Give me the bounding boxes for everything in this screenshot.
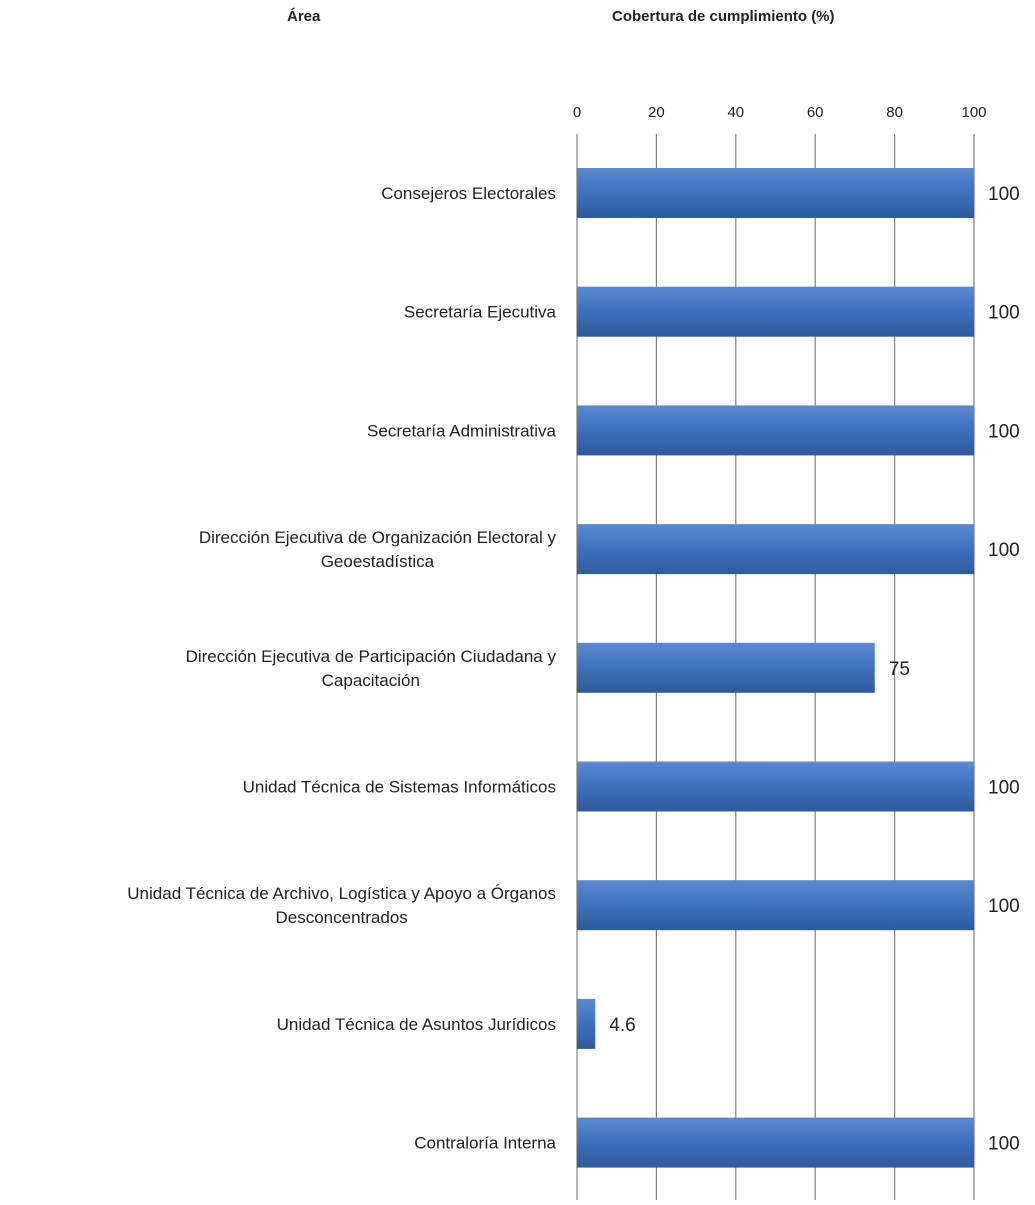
bar (577, 286, 974, 337)
category-label: Secretaría Ejecutiva (404, 303, 557, 322)
x-tick-label: 80 (886, 104, 903, 121)
category-label: Contraloría Interna (414, 1134, 556, 1153)
category-label: Unidad Técnica de Archivo, Logística y A… (127, 884, 556, 927)
category-label: Consejeros Electorales (381, 184, 556, 203)
x-tick-label: 20 (648, 104, 665, 121)
bar (577, 880, 974, 931)
x-tick-label: 40 (727, 104, 744, 121)
data-label: 100 (988, 1134, 1020, 1155)
data-label: 100 (988, 421, 1020, 442)
data-label: 100 (988, 778, 1020, 799)
data-label: 100 (988, 896, 1020, 917)
category-label: Unidad Técnica de Asuntos Jurídicos (277, 1015, 556, 1034)
x-tick-label: 0 (573, 104, 581, 121)
bar (577, 1117, 974, 1168)
bar (577, 998, 596, 1049)
data-label: 4.6 (609, 1015, 635, 1036)
bar (577, 761, 974, 812)
data-label: 100 (988, 540, 1020, 561)
category-label: Unidad Técnica de Sistemas Informáticos (243, 778, 556, 797)
x-tick-label: 60 (807, 104, 824, 121)
bar (577, 524, 974, 575)
coverage-column-header: Cobertura de cumplimiento (%) (612, 8, 835, 25)
bar (577, 405, 974, 456)
category-label: Dirección Ejecutiva de Participación Ciu… (186, 647, 557, 690)
x-tick-label: 100 (961, 104, 986, 121)
bar (577, 168, 974, 218)
data-label: 100 (988, 303, 1020, 324)
area-column-header: Área (287, 8, 321, 25)
data-label: 75 (889, 659, 910, 680)
data-label: 100 (988, 184, 1020, 205)
category-label: Dirección Ejecutiva de Organización Elec… (199, 528, 557, 571)
bar (577, 642, 875, 693)
category-label: Secretaría Administrativa (367, 421, 557, 440)
